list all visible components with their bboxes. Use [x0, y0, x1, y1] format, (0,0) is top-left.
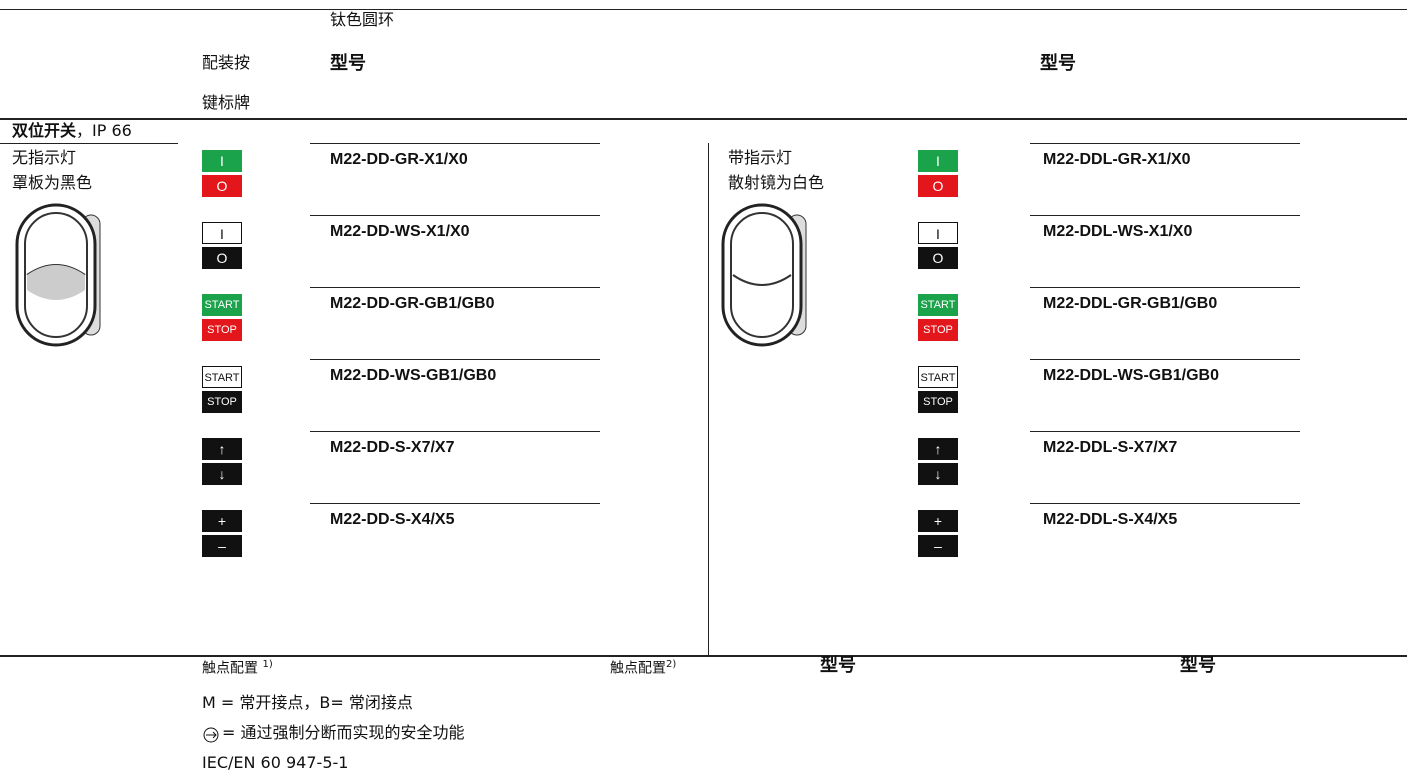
row-rule — [1030, 431, 1300, 432]
badge: I — [202, 150, 242, 172]
model: M22-DD-S-X4/X5 — [330, 511, 455, 528]
badge: ↓ — [202, 463, 242, 485]
row-rule — [310, 503, 600, 504]
model-heading: 型号 — [330, 53, 366, 73]
badge: – — [202, 535, 242, 557]
model-heading: 型号 — [1040, 53, 1076, 73]
model: M22-DDL-WS-GB1/GB0 — [1043, 367, 1220, 384]
badge: STOP — [202, 391, 242, 413]
divider — [708, 143, 709, 655]
section-name: 双位开关 — [12, 123, 77, 140]
badge: STOP — [918, 319, 958, 341]
model: M22-DD-S-X7/X7 — [330, 439, 455, 456]
section-suffix: ，IP 66 — [76, 121, 132, 140]
ring-label: 钛色圆环 — [330, 10, 395, 29]
legend-line: M = 常开接点，B= 常闭接点 — [202, 693, 413, 712]
section-title: 双位开关，IP 66 — [12, 121, 132, 142]
model: M22-DDL-S-X4/X5 — [1043, 511, 1178, 528]
button-image — [721, 203, 807, 347]
row-rule — [310, 359, 600, 360]
rule — [0, 655, 1407, 657]
contact-text: 触点配置 — [610, 660, 666, 677]
badge: O — [918, 175, 958, 197]
badge: O — [918, 247, 958, 269]
badge: I — [918, 150, 958, 172]
badge: START — [918, 294, 958, 316]
badge: O — [202, 175, 242, 197]
model: M22-DD-GR-X1/X0 — [330, 151, 468, 168]
legend-line: IEC/EN 60 947-5-1 — [202, 753, 349, 772]
badge: + — [918, 510, 958, 532]
safety-icon — [203, 727, 219, 743]
rule — [0, 118, 1407, 120]
model: M22-DDL-GR-GB1/GB0 — [1043, 295, 1218, 312]
rule — [0, 9, 1407, 10]
row-rule — [1030, 215, 1300, 216]
note: 2) — [666, 659, 677, 670]
row-rule — [1030, 503, 1300, 504]
row-rule — [310, 287, 600, 288]
row-rule — [310, 215, 600, 216]
model-heading: 型号 — [820, 655, 856, 675]
description: 散射镜为白色 — [728, 173, 825, 192]
badge: – — [918, 535, 958, 557]
badge: STOP — [202, 319, 242, 341]
description: 带指示灯 — [728, 148, 793, 167]
fit-label: 配装按 — [202, 53, 251, 72]
badge: O — [202, 247, 242, 269]
row-rule — [310, 431, 600, 432]
description: 罩板为黑色 — [12, 173, 93, 192]
badge: ↓ — [918, 463, 958, 485]
badge: START — [202, 366, 242, 388]
badge: START — [202, 294, 242, 316]
note: 1) — [262, 659, 273, 670]
model: M22-DD-WS-GB1/GB0 — [330, 367, 497, 384]
badge: + — [202, 510, 242, 532]
contact-label: 触点配置 1) — [202, 655, 273, 679]
badge: I — [202, 222, 242, 244]
contact-text: 触点配置 — [202, 660, 258, 677]
row-rule — [1030, 359, 1300, 360]
model: M22-DDL-S-X7/X7 — [1043, 439, 1178, 456]
model: M22-DD-GR-GB1/GB0 — [330, 295, 495, 312]
row-rule — [1030, 143, 1300, 144]
model: M22-DD-WS-X1/X0 — [330, 223, 470, 240]
description: 无指示灯 — [12, 148, 77, 167]
model: M22-DDL-GR-X1/X0 — [1043, 151, 1191, 168]
row-rule — [1030, 287, 1300, 288]
model: M22-DDL-WS-X1/X0 — [1043, 223, 1193, 240]
button-image — [15, 203, 101, 347]
rule — [0, 143, 178, 144]
contact-label: 触点配置2) — [610, 655, 676, 679]
legend-line: = 通过强制分断而实现的安全功能 — [222, 723, 465, 742]
badge: ↑ — [202, 438, 242, 460]
model-heading: 型号 — [1180, 655, 1216, 675]
badge: STOP — [918, 391, 958, 413]
badge: START — [918, 366, 958, 388]
fit-label: 键标牌 — [202, 93, 251, 112]
badge: ↑ — [918, 438, 958, 460]
row-rule — [310, 143, 600, 144]
badge: I — [918, 222, 958, 244]
